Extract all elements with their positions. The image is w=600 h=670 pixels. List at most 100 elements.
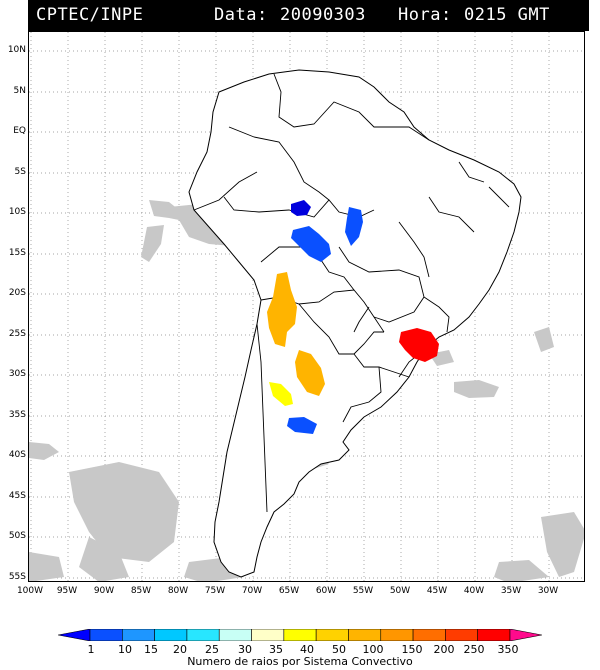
coastline bbox=[188, 69, 522, 578]
storm-cell bbox=[287, 417, 317, 434]
lon-label: 55W bbox=[352, 586, 374, 596]
cloud-patch bbox=[534, 327, 554, 352]
date-value: 20090303 bbox=[280, 5, 366, 25]
colorbar-label: 100 bbox=[362, 643, 384, 656]
lon-label: 75W bbox=[204, 586, 226, 596]
border bbox=[338, 246, 425, 323]
convective-systems bbox=[267, 200, 439, 434]
lon-label: 95W bbox=[56, 586, 78, 596]
lon-label: 85W bbox=[130, 586, 152, 596]
storm-cell bbox=[291, 200, 311, 216]
colorbar-label: 25 bbox=[205, 643, 219, 656]
cloud-patch bbox=[141, 225, 164, 262]
date-label: Data: bbox=[214, 5, 268, 25]
time-label: Hora: bbox=[398, 5, 452, 25]
lat-label: 35S bbox=[8, 410, 26, 420]
colorbar-cell bbox=[412, 629, 446, 641]
cloud-patch bbox=[494, 560, 549, 581]
lon-label: 70W bbox=[241, 586, 263, 596]
lat-label: 45S bbox=[8, 491, 26, 501]
storm-cell bbox=[291, 226, 331, 262]
border bbox=[228, 126, 330, 201]
colorbar-cell bbox=[154, 629, 188, 641]
cloud-patch bbox=[79, 537, 129, 581]
colorbar-label: 30 bbox=[238, 643, 252, 656]
colorbar-cell bbox=[315, 629, 349, 641]
border bbox=[342, 366, 382, 423]
lat-label: 5S bbox=[14, 167, 26, 177]
colorbar-cell bbox=[58, 629, 91, 641]
colorbar-cell bbox=[348, 629, 382, 641]
colorbar-label: 150 bbox=[401, 643, 423, 656]
lon-label: 45W bbox=[426, 586, 448, 596]
lon-label: 60W bbox=[315, 586, 337, 596]
lon-label: 35W bbox=[500, 586, 522, 596]
lon-label: 100W bbox=[16, 586, 44, 596]
lat-label: 25S bbox=[8, 329, 26, 339]
colorbar-cell bbox=[251, 629, 285, 641]
colorbar-cell bbox=[89, 629, 123, 641]
lat-label: 55S bbox=[8, 572, 26, 582]
colorbar bbox=[58, 629, 542, 641]
lat-label: 10S bbox=[8, 207, 26, 217]
lat-label: 5N bbox=[13, 86, 26, 96]
border bbox=[423, 296, 450, 333]
border bbox=[193, 171, 258, 211]
storm-cell bbox=[295, 350, 325, 396]
lon-label: 30W bbox=[537, 586, 559, 596]
lat-label: EQ bbox=[13, 126, 26, 136]
colorbar-label: 50 bbox=[332, 643, 346, 656]
map-header: CPTEC/INPE Data: 20090303 Hora: 0215 GMT bbox=[28, 0, 589, 31]
colorbar-title: Numero de raios por Sistema Convectivo bbox=[187, 655, 413, 668]
colorbar-cell bbox=[283, 629, 317, 641]
source-label: CPTEC/INPE bbox=[36, 5, 144, 25]
colorbar-label: 350 bbox=[497, 643, 519, 656]
border bbox=[458, 161, 485, 183]
lon-label: 80W bbox=[167, 586, 189, 596]
border bbox=[353, 306, 370, 333]
colorbar-cell bbox=[186, 629, 220, 641]
cloud-patch bbox=[454, 380, 499, 398]
lon-label: 90W bbox=[93, 586, 115, 596]
border bbox=[428, 196, 475, 233]
colorbar-label: 35 bbox=[269, 643, 283, 656]
time-value: 0215 GMT bbox=[464, 5, 550, 25]
colorbar-cell bbox=[122, 629, 155, 641]
colorbar-label: 20 bbox=[173, 643, 187, 656]
storm-cell bbox=[269, 382, 293, 406]
lat-label: 10N bbox=[7, 45, 26, 55]
lat-label: 50S bbox=[8, 531, 26, 541]
cloud-patch bbox=[541, 512, 584, 577]
lat-label: 20S bbox=[8, 288, 26, 298]
border bbox=[488, 186, 510, 208]
border bbox=[398, 221, 430, 278]
lon-label: 40W bbox=[463, 586, 485, 596]
colorbar-label: 40 bbox=[300, 643, 314, 656]
country-borders bbox=[193, 73, 510, 513]
border bbox=[256, 323, 268, 513]
map-frame bbox=[28, 31, 585, 582]
border bbox=[298, 303, 384, 355]
storm-cell bbox=[399, 328, 439, 362]
colorbar-cell bbox=[509, 629, 542, 641]
cloud-patch bbox=[69, 462, 179, 562]
storm-cell bbox=[345, 207, 363, 246]
colorbar-cell bbox=[218, 629, 252, 641]
storm-cell bbox=[267, 272, 297, 347]
lon-label: 50W bbox=[389, 586, 411, 596]
border bbox=[273, 73, 430, 141]
south-america-map bbox=[29, 32, 584, 581]
colorbar-cell bbox=[477, 629, 511, 641]
colorbar-label: 250 bbox=[463, 643, 485, 656]
colorbar-label: 200 bbox=[433, 643, 455, 656]
cloud-patch bbox=[29, 442, 59, 460]
lat-label: 40S bbox=[8, 450, 26, 460]
colorbar-label: 1 bbox=[87, 643, 95, 656]
lat-label: 30S bbox=[8, 369, 26, 379]
lon-label: 65W bbox=[278, 586, 300, 596]
colorbar-cell bbox=[445, 629, 478, 641]
colorbar-cell bbox=[380, 629, 414, 641]
colorbar-label: 10 bbox=[118, 643, 132, 656]
cloud-patch bbox=[29, 552, 64, 581]
lat-label: 15S bbox=[8, 248, 26, 258]
